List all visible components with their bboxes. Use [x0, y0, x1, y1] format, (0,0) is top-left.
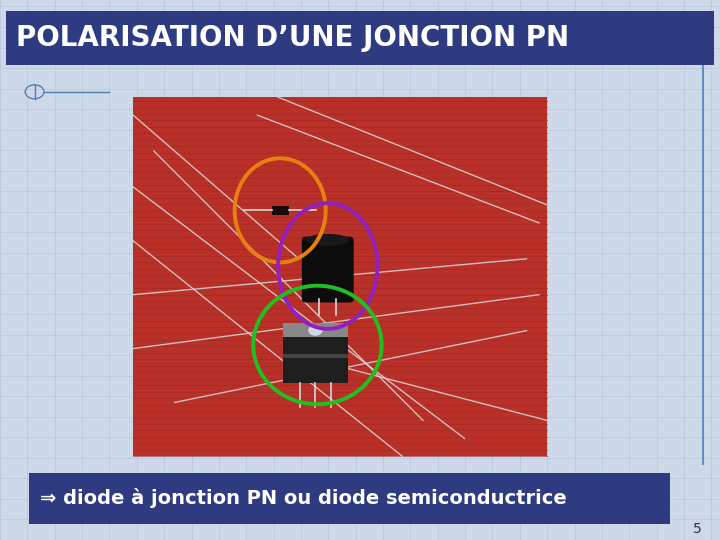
Ellipse shape: [306, 234, 349, 246]
Bar: [283, 354, 348, 359]
FancyBboxPatch shape: [6, 11, 714, 65]
FancyBboxPatch shape: [302, 237, 354, 302]
Bar: [283, 337, 348, 383]
Bar: [283, 323, 348, 337]
Text: POLARISATION D’UNE JONCTION PN: POLARISATION D’UNE JONCTION PN: [16, 24, 569, 52]
Text: 5: 5: [693, 522, 702, 536]
FancyBboxPatch shape: [29, 472, 670, 524]
Bar: [271, 206, 289, 214]
Text: ⇒ diode à jonction PN ou diode semiconductrice: ⇒ diode à jonction PN ou diode semicondu…: [40, 488, 567, 508]
Bar: [133, 97, 547, 456]
Circle shape: [308, 325, 323, 336]
